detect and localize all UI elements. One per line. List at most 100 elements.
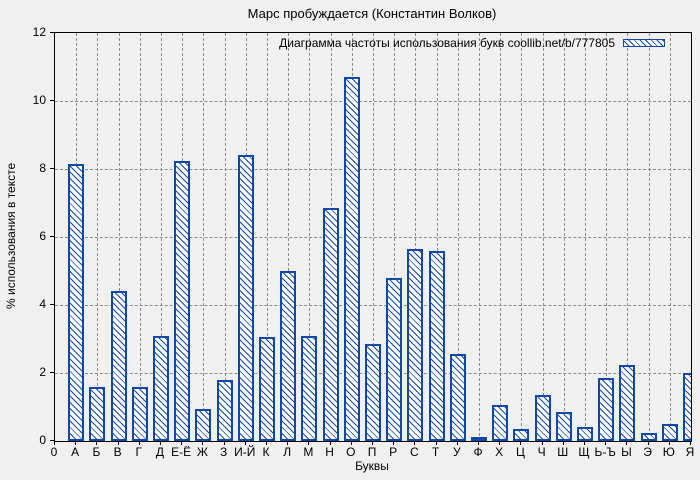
x-tick-label: Э xyxy=(643,445,652,459)
x-gridline xyxy=(415,33,417,441)
x-gridline xyxy=(267,33,268,441)
bar xyxy=(89,386,106,441)
x-tick-label: Я xyxy=(685,445,695,459)
x-tick-label: О xyxy=(346,445,356,459)
bar xyxy=(661,424,678,441)
y-tick-label: 10 xyxy=(32,93,46,107)
x-tick-label: Н xyxy=(325,445,334,459)
x-tick-mark xyxy=(54,441,55,445)
bar xyxy=(110,291,127,441)
x-tick-mark xyxy=(372,441,373,445)
x-gridline xyxy=(436,33,438,441)
bar xyxy=(301,335,318,441)
x-tick-mark xyxy=(690,441,691,445)
bar xyxy=(471,437,487,441)
x-axis-title: Буквы xyxy=(355,459,389,473)
x-tick-mark xyxy=(414,441,416,445)
x-tick-label: Щ xyxy=(578,445,590,459)
x-gridline xyxy=(97,33,99,441)
bar xyxy=(407,248,424,441)
x-tick-mark xyxy=(562,441,564,445)
y-tick-mark xyxy=(50,32,54,33)
bar xyxy=(153,335,169,441)
bar xyxy=(174,160,191,441)
x-gridline xyxy=(373,33,374,441)
x-tick-label: Б xyxy=(92,445,101,459)
x-tick-mark xyxy=(96,441,98,445)
bar xyxy=(577,427,593,441)
x-tick-mark xyxy=(393,441,395,445)
legend-hatched-swatch-icon xyxy=(623,39,665,47)
x-tick-label: А xyxy=(71,445,80,459)
y-tick-label: 8 xyxy=(39,161,46,175)
bar xyxy=(513,429,530,441)
plot-area: Диаграмма частоты использования букв coo… xyxy=(54,32,692,442)
x-tick-mark xyxy=(287,441,289,445)
x-tick-mark xyxy=(626,441,628,445)
bar xyxy=(386,277,403,441)
y-tick-label: 0 xyxy=(39,433,46,447)
x-tick-label: М xyxy=(303,445,314,459)
bar xyxy=(322,208,339,441)
x-tick-label: Ы xyxy=(621,445,632,459)
x-gridline xyxy=(309,33,311,441)
y-tick-mark xyxy=(50,100,54,101)
y-tick-mark xyxy=(50,372,54,373)
bar xyxy=(555,412,572,441)
x-gridline xyxy=(203,33,205,441)
x-tick-label: С xyxy=(410,445,419,459)
x-tick-label: З xyxy=(219,445,228,459)
bar xyxy=(428,250,445,441)
x-gridline xyxy=(500,33,502,441)
bar xyxy=(492,405,509,441)
bar xyxy=(343,77,360,441)
x-tick-label: И-Й xyxy=(234,445,256,459)
y-tick-mark xyxy=(50,304,54,305)
x-tick-label: Ц xyxy=(515,445,525,459)
bar xyxy=(131,386,148,441)
x-tick-label: Д xyxy=(155,445,165,459)
x-tick-mark xyxy=(75,441,77,445)
x-tick-label: Ф xyxy=(473,445,483,459)
x-gridline xyxy=(606,33,608,441)
bar xyxy=(534,395,551,441)
y-tick-mark xyxy=(50,168,54,169)
x-tick-mark xyxy=(308,441,310,445)
x-tick-label: П xyxy=(367,445,377,459)
x-tick-label: Х xyxy=(495,445,504,459)
x-tick-mark xyxy=(329,441,331,445)
bar xyxy=(619,364,636,441)
x-gridline xyxy=(457,33,459,441)
bar xyxy=(640,432,657,441)
x-tick-label: В xyxy=(113,445,122,459)
x-gridline xyxy=(585,33,586,441)
x-gridline xyxy=(118,33,120,441)
x-tick-mark xyxy=(668,441,670,445)
y-tick-label: 6 xyxy=(39,229,46,243)
y-tick-mark xyxy=(50,440,54,441)
x-gridline xyxy=(394,33,396,441)
x-gridline xyxy=(542,33,544,441)
x-tick-mark xyxy=(223,441,225,445)
legend-label: Диаграмма частоты использования букв coo… xyxy=(279,36,615,50)
bar xyxy=(683,373,691,441)
x-tick-mark xyxy=(584,441,585,445)
bar xyxy=(280,271,297,441)
x-tick-label: Г xyxy=(135,445,143,459)
x-gridline xyxy=(563,33,565,441)
y-tick-label: 4 xyxy=(39,297,46,311)
x-gridline xyxy=(648,33,650,441)
legend: Диаграмма частоты использования букв coo… xyxy=(279,36,665,50)
x-gridline xyxy=(139,33,141,441)
x-tick-label: Ю xyxy=(662,445,675,459)
y-tick-label: 2 xyxy=(39,365,46,379)
bar xyxy=(259,337,275,441)
x-tick-mark xyxy=(350,441,352,445)
x-tick-mark xyxy=(647,441,649,445)
bar xyxy=(195,408,212,441)
x-tick-label: Ь-Ъ xyxy=(594,445,616,459)
x-tick-mark xyxy=(138,441,140,445)
x-gridline xyxy=(479,33,480,441)
x-tick-label: Ш xyxy=(557,445,569,459)
x-tick-label: Т xyxy=(431,445,440,459)
